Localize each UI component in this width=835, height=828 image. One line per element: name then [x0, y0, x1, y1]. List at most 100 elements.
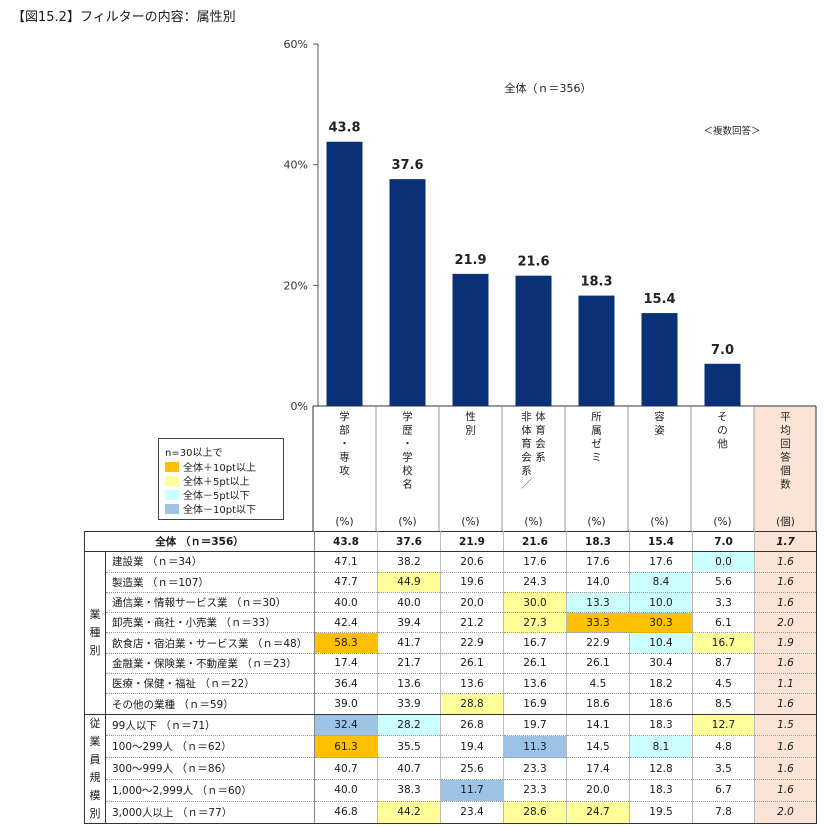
- group-label: 従業員規模別: [84, 714, 106, 824]
- value-cell: 25.6: [440, 757, 504, 781]
- avg-cell: 1.1: [754, 673, 817, 695]
- column-header-char: 部: [339, 424, 350, 437]
- value-cell: 33.3: [566, 612, 630, 634]
- value-cell: 26.1: [566, 653, 630, 675]
- column-unit: (%): [398, 516, 416, 528]
- avg-cell: 1.6: [754, 551, 817, 573]
- value-cell: 8.4: [629, 572, 693, 593]
- value-cell: 4.8: [692, 735, 755, 759]
- value-cell: 17.4: [314, 653, 378, 675]
- table-row: 100～299人 （ｎ＝62） 61.3 35.5 19.4 11.3 14.5 8.1 4.…: [85, 735, 817, 759]
- value-cell: 58.3: [314, 632, 378, 654]
- avg-cell: 1.7: [754, 530, 817, 553]
- table-row: 業種別建設業 （ｎ＝34） 47.1 38.2 20.6 17.6 17.6 17.6 0.0…: [84, 551, 817, 715]
- value-cell: 7.0: [692, 530, 755, 553]
- value-cell: 23.3: [503, 779, 567, 802]
- legend: n=30以上で 全体＋10pt以上 全体＋5pt以上 全体－5pt以下 全体－1…: [158, 438, 284, 520]
- legend-item-minus10: 全体－10pt以下: [165, 502, 256, 516]
- column-header-char: 専: [339, 452, 350, 464]
- table-row: 製造業 （ｎ＝107） 47.7 44.9 19.6 24.3 14.0 8.4 5.6 1.6: [85, 572, 817, 593]
- value-cell: 33.9: [377, 693, 441, 715]
- table-row: 卸売業・商社・小売業 （ｎ＝33） 42.4 39.4 21.2 27.3 33.3 30.…: [85, 612, 817, 634]
- value-cell: 18.2: [629, 673, 693, 695]
- value-cell: 16.7: [692, 632, 755, 654]
- column-header-char: 学: [402, 451, 413, 464]
- column-header-char: ・: [402, 438, 413, 450]
- chart-subtitle: 全体（ｎ＝356）: [505, 81, 592, 95]
- table-row: 医療・保健・福祉 （ｎ＝22） 36.4 13.6 13.6 13.6 4.5 18.2 4.…: [85, 673, 817, 695]
- value-cell: 13.6: [503, 673, 567, 695]
- column-header-char: 会: [535, 437, 546, 450]
- value-cell: 7.8: [692, 801, 755, 824]
- avg-cell: 2.0: [754, 801, 817, 824]
- value-cell: 11.7: [440, 779, 504, 802]
- value-cell: 5.6: [692, 572, 755, 593]
- value-cell: 30.4: [629, 653, 693, 675]
- avg-cell: 1.6: [754, 693, 817, 715]
- value-cell: 28.6: [503, 801, 567, 824]
- legend-swatch-blue: [165, 503, 179, 514]
- column-header-char: 校: [402, 464, 413, 477]
- value-cell: 26.1: [503, 653, 567, 675]
- avg-cell: 1.6: [754, 735, 817, 759]
- bar-value-label: 43.8: [328, 121, 360, 136]
- row-label: 製造業 （ｎ＝107）: [105, 572, 315, 593]
- table-row: 1,000～2,999人 （ｎ＝60） 40.0 38.3 11.7 23.3 20.0 1…: [85, 779, 817, 802]
- value-cell: 39.0: [314, 693, 378, 715]
- bar-value-label: 37.6: [391, 158, 423, 173]
- legend-swatch-yellow: [165, 475, 179, 486]
- value-cell: 20.0: [440, 592, 504, 614]
- value-cell: 13.6: [377, 673, 441, 695]
- group-label-char: 業: [89, 607, 101, 621]
- value-cell: 30.3: [629, 612, 693, 634]
- value-cell: 6.7: [692, 779, 755, 802]
- value-cell: 26.8: [440, 714, 504, 737]
- value-cell: 21.9: [440, 530, 504, 553]
- row-label: 100～299人 （ｎ＝62）: [105, 735, 315, 759]
- bar-value-label: 18.3: [580, 275, 612, 290]
- value-cell: 44.9: [377, 572, 441, 593]
- value-cell: 28.8: [440, 693, 504, 715]
- value-cell: 23.3: [503, 757, 567, 781]
- value-cell: 13.6: [440, 673, 504, 695]
- value-cell: 42.4: [314, 612, 378, 634]
- legend-swatch-cyan: [165, 489, 179, 500]
- bar-1: [326, 141, 363, 407]
- value-cell: 17.4: [566, 757, 630, 781]
- row-label: 通信業・情報サービス業 （ｎ＝30）: [105, 592, 315, 614]
- bar-6: [641, 313, 678, 406]
- value-cell: 21.6: [503, 530, 567, 553]
- y-tick-label: 0%: [291, 400, 308, 413]
- value-cell: 47.1: [314, 551, 378, 573]
- column-header-char: 育: [535, 424, 546, 437]
- bar-2: [389, 179, 426, 406]
- value-cell: 30.0: [503, 592, 567, 614]
- value-cell: 11.3: [503, 735, 567, 759]
- value-cell: 8.1: [629, 735, 693, 759]
- value-cell: 15.4: [629, 530, 693, 553]
- value-cell: 6.1: [692, 612, 755, 634]
- group-label-char: 別: [89, 643, 101, 657]
- bar-7: [704, 363, 741, 406]
- value-cell: 13.3: [566, 592, 630, 614]
- column-header-char: 歴: [402, 425, 413, 437]
- table-row: 通信業・情報サービス業 （ｎ＝30） 40.0 40.0 20.0 30.0 13.3 10…: [85, 592, 817, 614]
- row-label: 1,000～2,999人 （ｎ＝60）: [105, 779, 315, 802]
- legend-item-minus5: 全体－5pt以下: [165, 488, 250, 502]
- value-cell: 19.7: [503, 714, 567, 737]
- table-row: 3,000人以上 （ｎ＝77） 46.8 44.2 23.4 28.6 24.7 19.5 7…: [85, 801, 817, 824]
- table-row: 300～999人 （ｎ＝86） 40.7 40.7 25.6 23.3 17.4 12.8 3…: [85, 757, 817, 781]
- avg-cell: 1.5: [754, 714, 817, 737]
- column-header-char: 学: [339, 410, 350, 423]
- value-cell: 4.5: [692, 673, 755, 695]
- bar-value-label: 21.9: [454, 253, 486, 268]
- legend-label: 全体＋5pt以上: [183, 477, 250, 488]
- value-cell: 43.8: [314, 530, 378, 553]
- value-cell: 16.9: [503, 693, 567, 715]
- legend-item-plus5: 全体＋5pt以上: [165, 474, 250, 488]
- column-header-char: ／: [521, 479, 532, 491]
- group-label-char: 別: [89, 806, 101, 820]
- multiple-answer-note: ＜複数回答＞: [703, 125, 760, 137]
- value-cell: 19.4: [440, 735, 504, 759]
- column-header-char: 別: [465, 425, 476, 437]
